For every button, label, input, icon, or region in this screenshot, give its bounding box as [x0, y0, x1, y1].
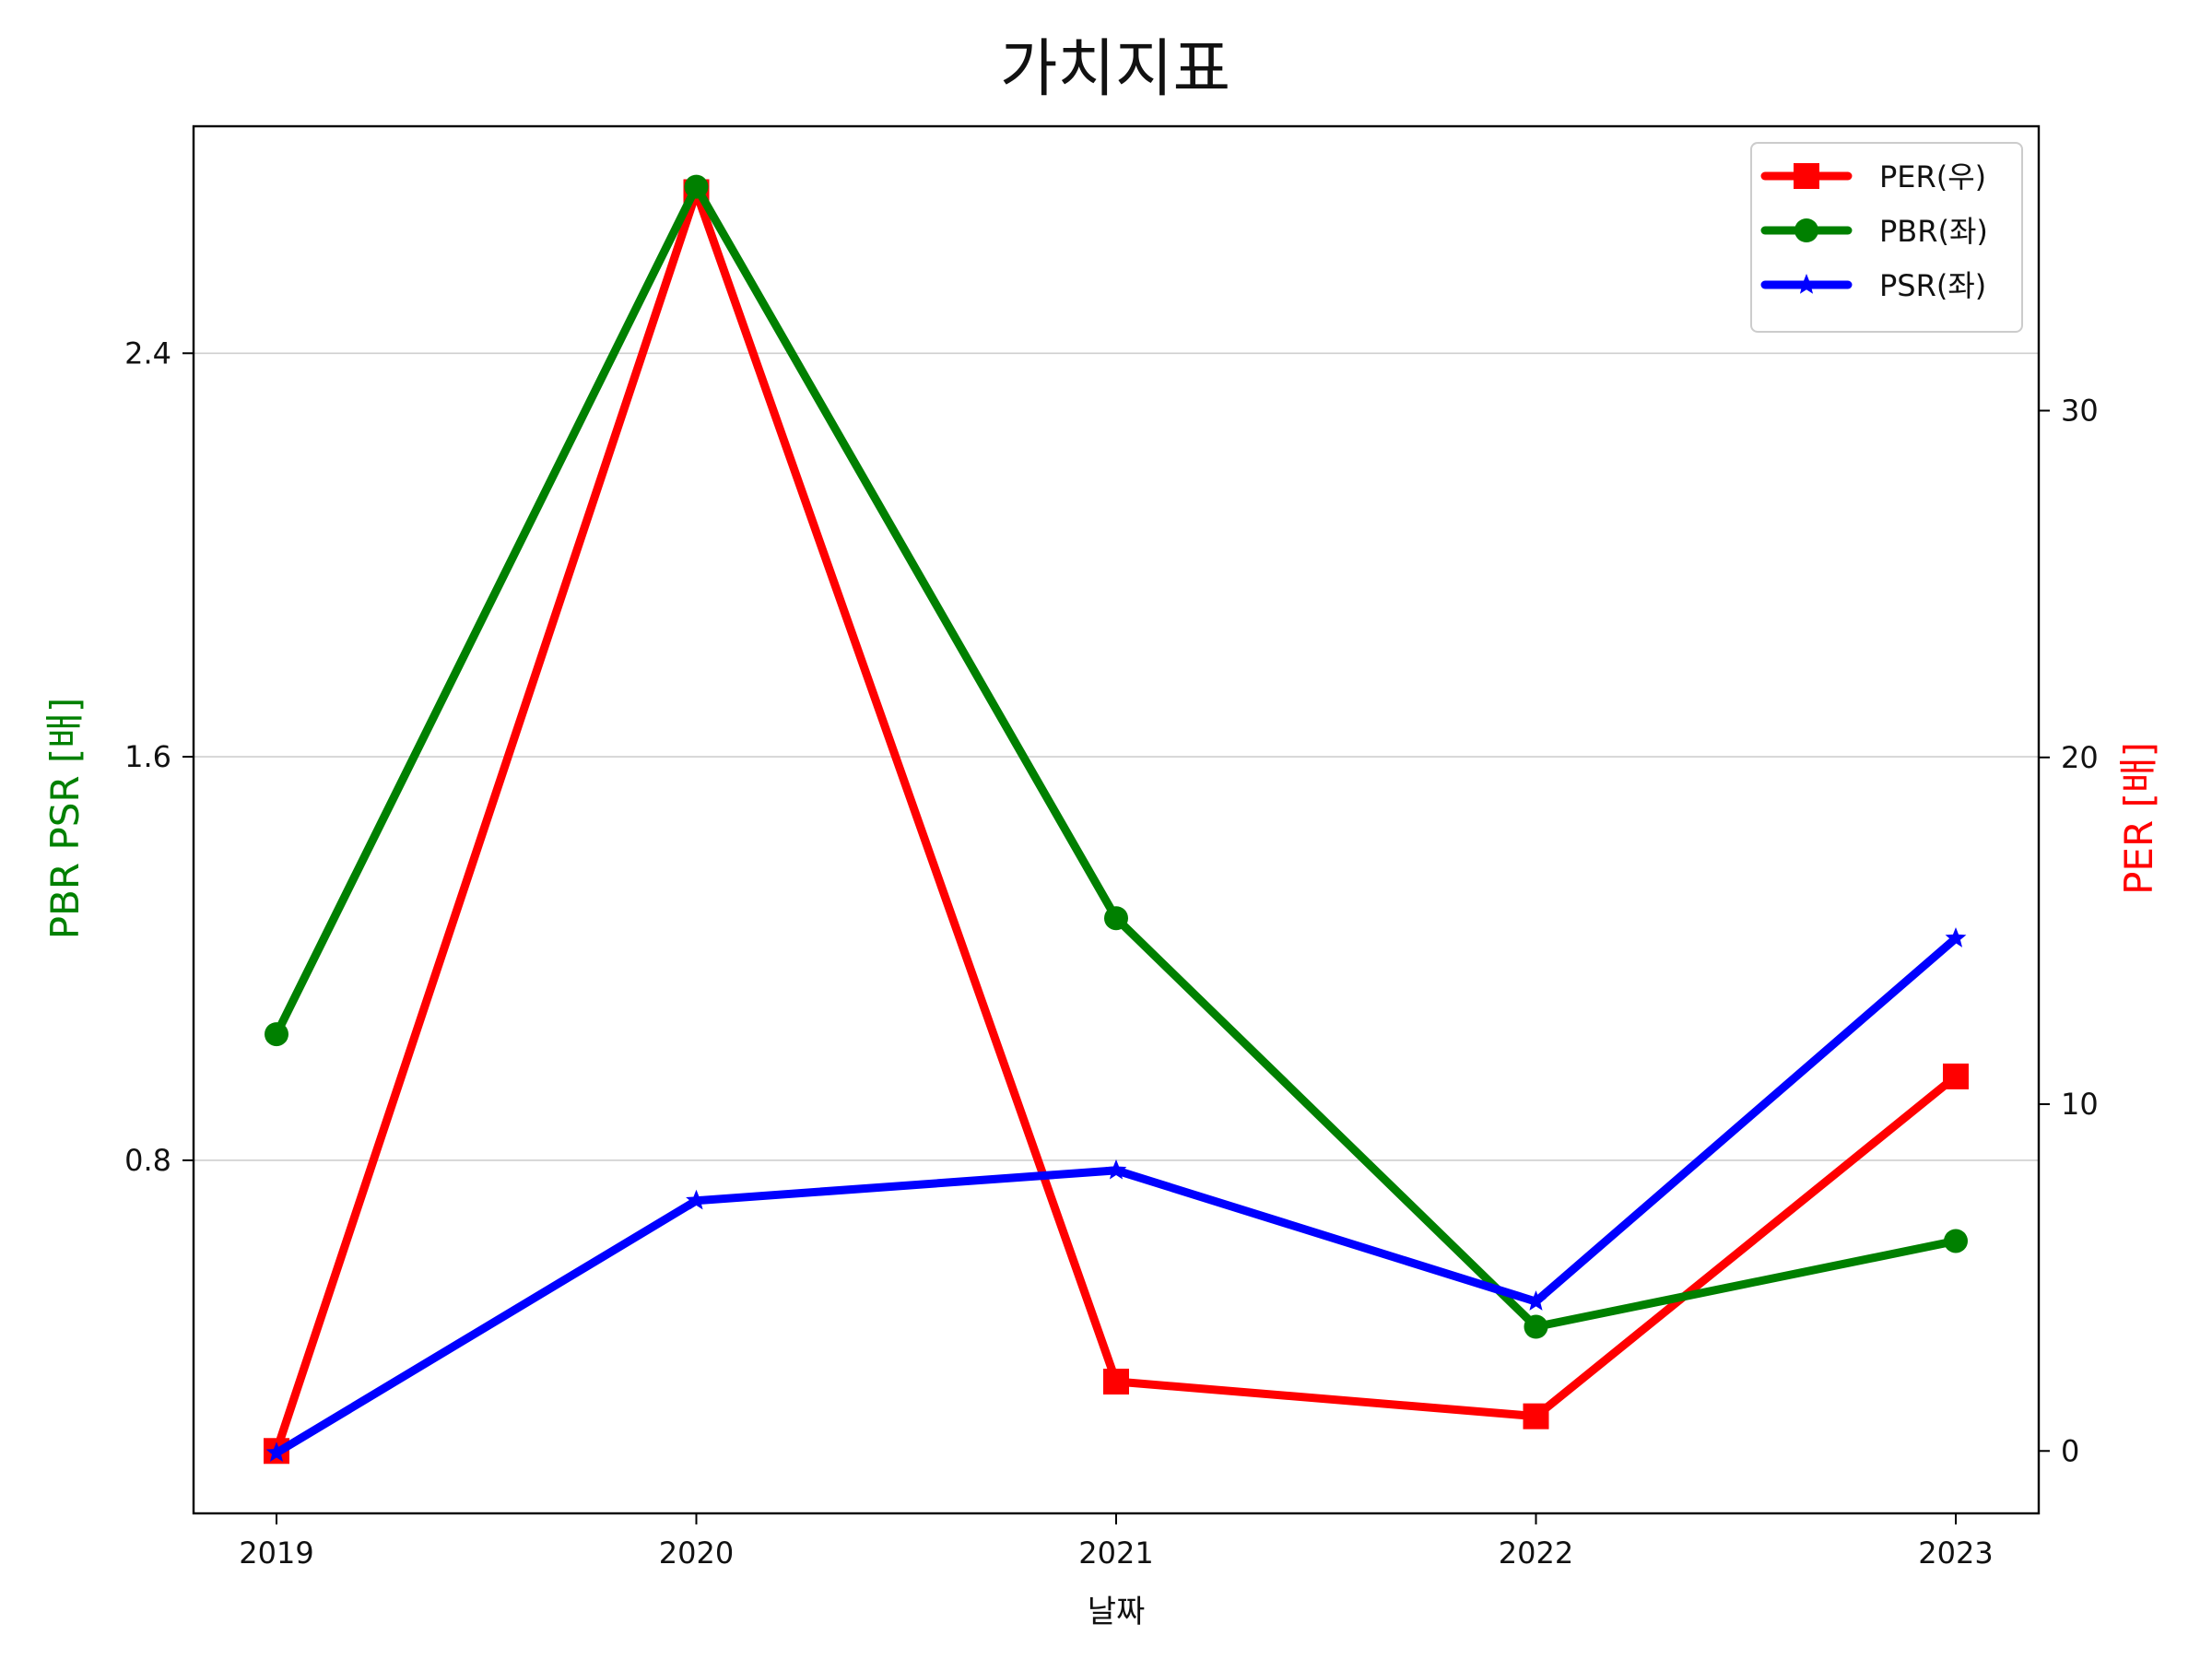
data-point [1943, 1063, 1969, 1089]
legend-marker [1794, 163, 1819, 189]
legend: PER(우) PBR(좌) PSR(좌) [1750, 142, 2023, 333]
right-tick-label: 20 [2061, 740, 2099, 775]
series-2 [265, 174, 1968, 1339]
right-tick-label: 10 [2061, 1087, 2099, 1122]
data-point [1945, 927, 1967, 947]
x-tick-label: 2022 [1499, 1535, 1573, 1571]
x-tick-label: 2023 [1918, 1535, 1993, 1571]
left-axis-label: PBR PSR [배] [42, 698, 88, 940]
data-point [1103, 1369, 1129, 1395]
right-axis-label: PER [배] [2116, 742, 2161, 895]
legend-marker [1795, 274, 1818, 294]
left-tick-label: 0.8 [124, 1143, 171, 1178]
data-point [1523, 1403, 1549, 1430]
data-point [1524, 1314, 1548, 1339]
legend-label: PER(우) [1879, 159, 1986, 194]
x-axis: 2019 2020 2021 2022 2023 [239, 1513, 1994, 1571]
legend-marker [1794, 218, 1818, 242]
series-layer [264, 174, 1969, 1465]
data-point [265, 1022, 288, 1047]
left-axis: 0.8 1.6 2.4 [124, 335, 194, 1178]
right-tick-label: 0 [2061, 1433, 2079, 1468]
left-tick-label: 1.6 [124, 739, 171, 774]
x-tick-label: 2020 [659, 1535, 734, 1571]
data-point [265, 1441, 288, 1463]
data-point [1525, 1290, 1547, 1311]
x-axis-label: 날짜 [1088, 1594, 1146, 1630]
left-tick-label: 2.4 [124, 335, 171, 371]
chart-title: 가치지표 [1000, 33, 1230, 106]
legend-items: PER(우) PBR(좌) PSR(좌) [1760, 159, 1988, 303]
legend-label: PBR(좌) [1879, 214, 1988, 249]
data-point [1944, 1229, 1968, 1253]
data-point [686, 1189, 707, 1210]
data-point [684, 174, 709, 199]
right-tick-label: 30 [2061, 394, 2099, 429]
legend-label: PSR(좌) [1879, 268, 1986, 303]
x-tick-label: 2019 [239, 1535, 313, 1571]
data-point [1105, 1159, 1127, 1180]
series-3 [265, 927, 1967, 1463]
x-tick-label: 2021 [1078, 1535, 1153, 1571]
right-axis: 0 10 20 30 [2039, 394, 2099, 1468]
data-point [1104, 906, 1128, 931]
